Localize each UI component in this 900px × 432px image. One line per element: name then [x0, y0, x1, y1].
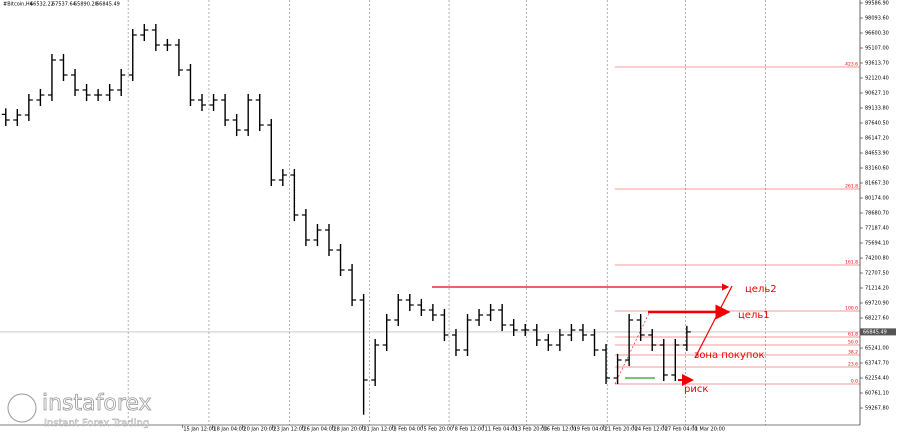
x-tick-label: 11 Feb 04:00: [485, 427, 518, 432]
fib-label: 38.2: [848, 350, 858, 356]
fib-label: 50.0: [848, 340, 858, 346]
fib-label: 100.0: [845, 305, 858, 311]
y-tick-label: 75694.10: [865, 241, 889, 247]
y-tick-label: 83160.60: [865, 166, 889, 172]
x-tick-label: 24 Feb 12:00: [635, 427, 668, 432]
y-tick-label: 93613.70: [865, 61, 889, 67]
forecast-arrow: [694, 285, 733, 359]
y-tick-label: 77187.40: [865, 226, 889, 232]
last-price-label: 66845.49: [863, 329, 887, 335]
y-tick-label: 95107.00: [865, 46, 889, 52]
y-tick-label: 86147.20: [865, 136, 889, 142]
x-tick-label: 5 Feb 20:00: [423, 427, 453, 432]
tagline: Instant Forex Trading: [44, 418, 149, 429]
y-tick-label: 90627.10: [865, 91, 889, 97]
x-tick-label: 23 Jan 12:00: [273, 427, 305, 432]
watermark: instaforex Instant Forex Trading: [6, 391, 152, 429]
y-tick-label: 92120.40: [865, 76, 889, 82]
x-tick-label: 15 Jan 12:00: [183, 427, 215, 432]
y-tick-label: 63747.70: [865, 361, 889, 367]
y-tick-label: 80174.00: [865, 196, 889, 202]
readout-value: 66845.49: [96, 2, 120, 8]
x-tick-label: 18 Jan 04:00: [213, 427, 245, 432]
y-tick-label: 96600.30: [865, 31, 889, 37]
x-tick-label: 26 Jan 04:00: [303, 427, 335, 432]
logo: [7, 393, 37, 423]
fib-label: 0.0: [851, 379, 858, 385]
x-tick-label: 13 Feb 20:00: [515, 427, 548, 432]
y-tick-label: 60761.10: [865, 391, 889, 397]
y-tick-label: 84653.90: [865, 151, 889, 157]
y-tick-label: 71214.20: [865, 286, 889, 292]
y-tick-label: 99586.90: [865, 1, 889, 7]
annotation-label: зона покупок: [694, 350, 765, 361]
price-bars: [1, 23, 691, 415]
fib-guide: [614, 310, 651, 385]
y-tick-label: 81667.30: [865, 181, 889, 187]
fib-label: 261.8: [845, 183, 858, 189]
readout-value: 67537.64: [52, 2, 76, 8]
y-tick-label: 72707.50: [865, 271, 889, 277]
readout-value: 66532.22: [30, 2, 54, 8]
x-tick-label: 27 Feb 04:00: [665, 427, 698, 432]
y-tick-label: 62254.40: [865, 376, 889, 382]
readout-value: 65890.20: [74, 2, 98, 8]
y-tick-label: 74200.80: [865, 256, 889, 262]
annotation-label: риск: [684, 384, 708, 395]
y-tick-label: 59267.80: [865, 406, 889, 412]
annotation-label: цель1: [738, 310, 770, 321]
x-tick-label: 21 Feb 20:00: [605, 427, 638, 432]
brand: instaforex: [42, 391, 152, 416]
y-tick-label: 98093.60: [865, 16, 889, 22]
y-tick-label: 69720.90: [865, 301, 889, 307]
x-tick-label: 31 Jan 12:00: [363, 427, 395, 432]
fib-label: 161.8: [845, 260, 858, 266]
y-tick-label: 78680.70: [865, 211, 889, 217]
grid: [0, 0, 860, 425]
chart-title: #Bitcoin,H4: [3, 2, 33, 8]
x-tick-label: 3 Feb 04:00: [393, 427, 423, 432]
x-tick-label: 1 Mar 20:00: [695, 427, 725, 432]
y-tick-label: 87640.50: [865, 121, 889, 127]
last-price-box: [860, 328, 896, 336]
fib-label: 61.8: [848, 332, 858, 338]
fib-label: 423.6: [845, 62, 858, 68]
y-tick-label: 65241.00: [865, 346, 889, 352]
x-tick-label: 8 Feb 12:00: [455, 427, 485, 432]
annotation-label: цель2: [745, 284, 777, 295]
x-tick-label: 16 Feb 12:00: [544, 427, 577, 432]
x-tick-label: 20 Jan 20:00: [243, 427, 275, 432]
x-tick-label: 19 Feb 04:00: [574, 427, 607, 432]
y-tick-label: 68227.60: [865, 316, 889, 322]
fib-label: 23.6: [848, 362, 858, 368]
annotations: цель2 цель1 зона покупок риск: [432, 283, 777, 395]
y-tick-label: 89133.80: [865, 106, 889, 112]
x-tick-label: 28 Jan 20:00: [333, 427, 365, 432]
